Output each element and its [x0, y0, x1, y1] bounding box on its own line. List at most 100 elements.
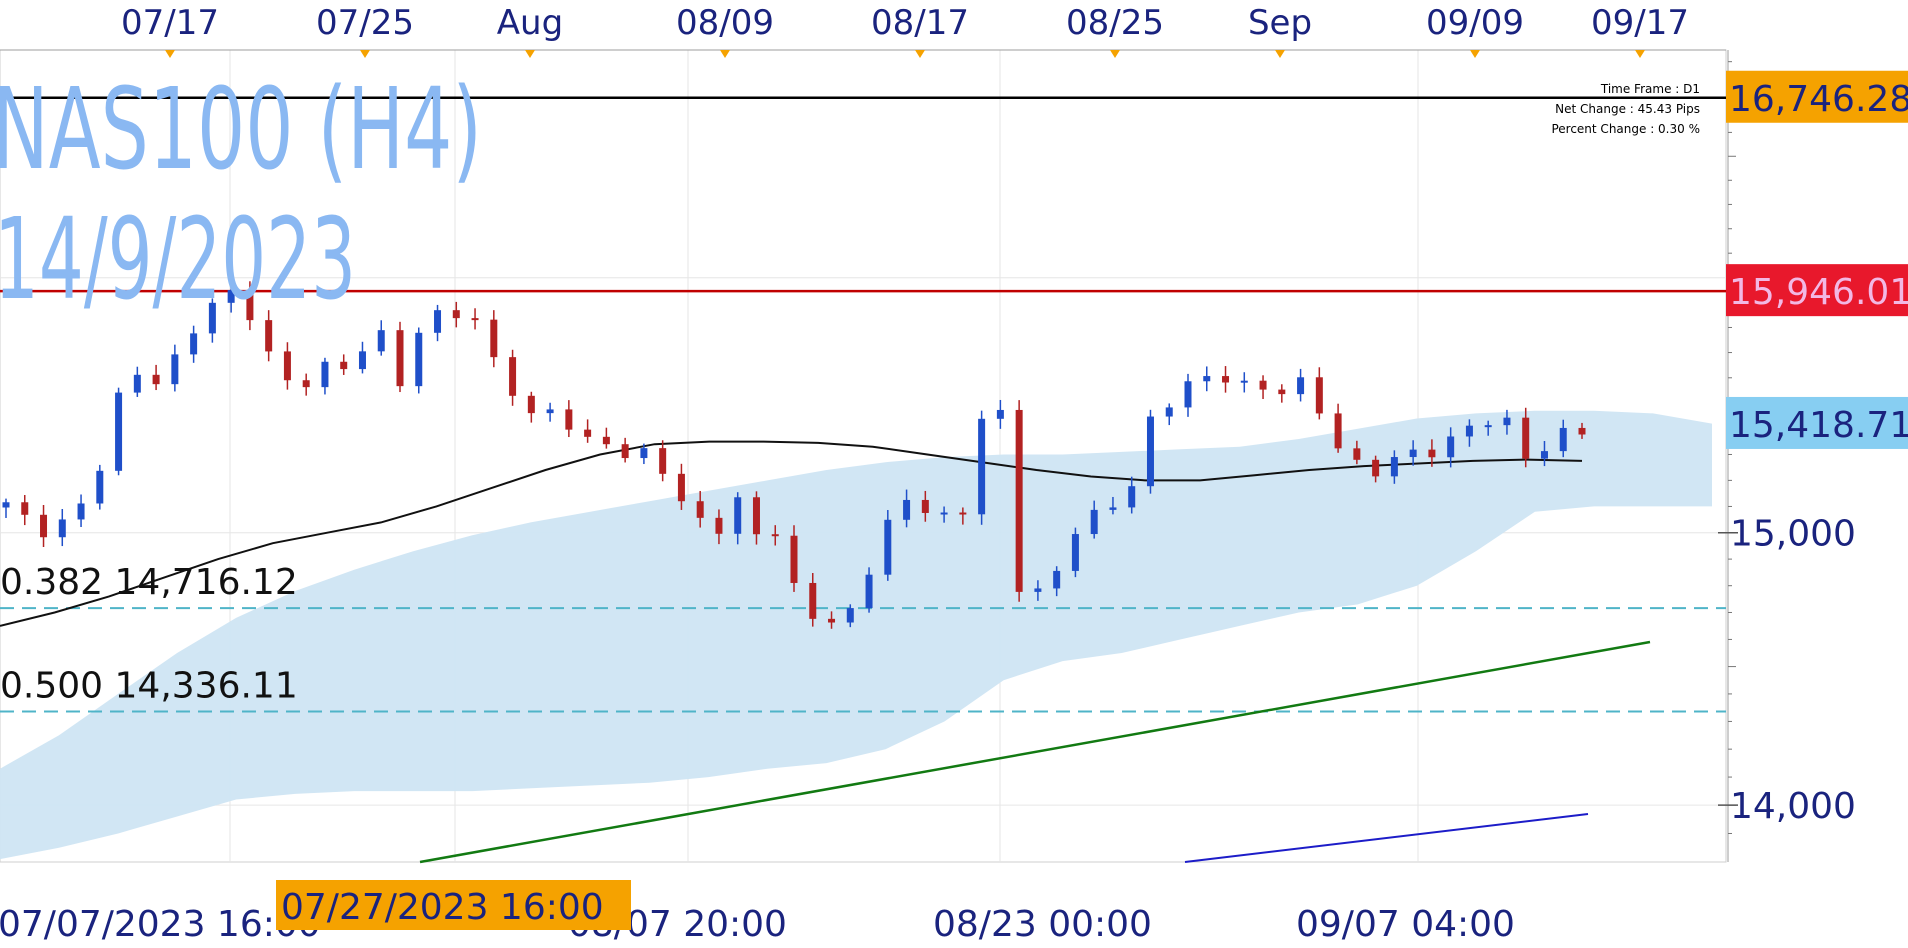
candle [865, 567, 873, 613]
candle [152, 364, 160, 391]
candle [434, 304, 442, 342]
price-axis-label: 14,000 [1730, 786, 1856, 827]
candle [1334, 403, 1342, 453]
candle [565, 400, 573, 438]
candle-body [1578, 427, 1586, 435]
candle [40, 505, 48, 548]
candle-body [1203, 376, 1211, 382]
fib-label-0: 0.382 14,716.12 [0, 562, 298, 603]
candle-body [846, 608, 854, 623]
crosshair-label-bg [276, 880, 631, 930]
candle [828, 611, 836, 629]
top-axis-marker [915, 50, 925, 58]
candle [1315, 367, 1323, 420]
moving-average-line [0, 440, 1583, 627]
candle [452, 301, 460, 328]
candle [415, 327, 423, 394]
candle-body [1503, 417, 1511, 426]
candle [96, 464, 104, 510]
candle [1540, 440, 1548, 467]
candle [377, 320, 385, 356]
candle [1465, 419, 1473, 447]
top-axis-marker [360, 50, 370, 58]
top-time-axis: 07/17 07/25 Aug 08/09 08/17 08/25 Sep 09/09 09/1… [0, 3, 1726, 58]
candle-body [903, 499, 911, 520]
candle [1146, 409, 1154, 494]
candle-body [959, 512, 967, 515]
candle-body [1559, 427, 1567, 452]
candle-body [978, 418, 986, 515]
candle-body [2, 502, 10, 508]
candle [58, 508, 66, 547]
top-axis-marker [1110, 50, 1120, 58]
candle-body [1465, 425, 1473, 437]
chart-title-block: NAS100 (H4) 14/9/2023 [0, 65, 482, 325]
candle [1503, 409, 1511, 435]
candle-body [790, 535, 798, 583]
candle [621, 437, 629, 463]
candle [921, 490, 929, 522]
candle [509, 349, 517, 406]
cloud-area [0, 410, 1712, 860]
candle [715, 509, 723, 545]
candle-body [1315, 377, 1323, 414]
ichimoku-cloud [0, 410, 1712, 860]
candle-body [396, 330, 404, 387]
top-axis-label: 09/17 [1591, 3, 1689, 43]
candle-body [152, 374, 160, 385]
candle-body [677, 473, 685, 502]
candle-body [884, 519, 892, 575]
candle-body [377, 330, 385, 352]
candle [133, 366, 141, 397]
candle-body [21, 502, 29, 515]
candle-body [283, 351, 291, 381]
candle-body [115, 392, 123, 471]
candle [396, 321, 404, 393]
top-axis-marker [1635, 50, 1645, 58]
candle-body [265, 320, 273, 352]
candle [584, 419, 592, 443]
candle [1090, 500, 1098, 539]
candle-body [865, 574, 873, 609]
candle [1559, 419, 1567, 458]
candle [1259, 375, 1267, 400]
info-box: Time Frame : D1 Net Change : 45.43 Pips … [1551, 82, 1700, 136]
candle [1297, 368, 1305, 402]
candle-body [734, 497, 742, 534]
candle-body [77, 503, 85, 520]
price-level-labels: 16,746.28 15,946.01 15,418.71 [1726, 70, 1908, 449]
candle-body [1297, 377, 1305, 395]
candle [640, 443, 648, 465]
price-axis-label: 15,000 [1730, 514, 1856, 555]
candle [302, 373, 310, 396]
candle-body [565, 409, 573, 430]
candle [1278, 384, 1286, 403]
candle-body [1447, 436, 1455, 458]
candle [846, 604, 854, 628]
candle [1390, 450, 1398, 484]
candle-body [921, 499, 929, 513]
candle-body [452, 310, 460, 319]
bottom-axis-label: 07/07/2023 16:00 [0, 904, 321, 944]
top-axis-label: 08/17 [871, 3, 969, 43]
candle [1165, 403, 1173, 426]
candle [227, 283, 235, 313]
candle [752, 491, 760, 545]
candle [659, 440, 667, 482]
candle [809, 573, 817, 627]
price-level-label-bg [1726, 264, 1908, 317]
price-level-label-bg [1726, 70, 1908, 123]
candle-body [584, 429, 592, 437]
candle [171, 344, 179, 392]
candle [527, 391, 535, 423]
candle-body [1034, 588, 1042, 592]
candle [321, 357, 329, 395]
candle-body [1372, 459, 1380, 477]
candle-body [546, 409, 554, 414]
candle-body [1484, 425, 1492, 428]
candle [208, 298, 216, 343]
candle [1428, 439, 1436, 467]
candle-body [471, 318, 479, 321]
candles [2, 281, 1586, 629]
